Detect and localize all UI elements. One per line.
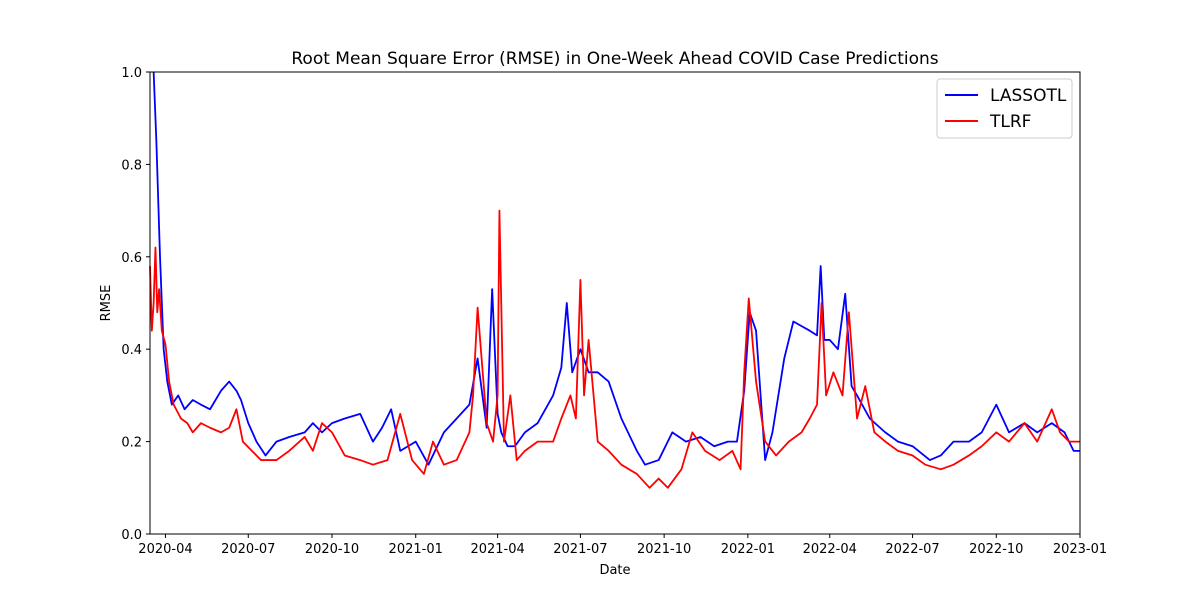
x-tick-label: 2021-10 bbox=[637, 542, 691, 557]
y-tick-label: 0.6 bbox=[121, 251, 142, 266]
x-tick-label: 2020-04 bbox=[138, 542, 192, 557]
y-tick-label: 0.2 bbox=[121, 436, 142, 451]
x-tick-label: 2021-04 bbox=[470, 542, 524, 557]
x-tick-label: 2022-01 bbox=[721, 542, 775, 557]
y-tick-label: 1.0 bbox=[121, 66, 142, 81]
legend: LASSOTL TLRF bbox=[936, 78, 1073, 139]
x-axis: 2020-04 2020-07 2020-10 2021-01 2021-04 2021-… bbox=[138, 534, 1107, 557]
x-axis-title: Date bbox=[599, 563, 630, 578]
series-line-tlrf bbox=[149, 209, 1080, 489]
chart-title: Root Mean Square Error (RMSE) in One-Wee… bbox=[291, 49, 938, 69]
y-axis-title: RMSE bbox=[99, 285, 114, 322]
y-axis: 0.0 0.2 0.4 0.6 0.8 1.0 bbox=[121, 66, 150, 543]
y-tick-label: 0.0 bbox=[121, 528, 142, 543]
x-tick-label: 2020-10 bbox=[305, 542, 359, 557]
x-tick-label: 2021-07 bbox=[553, 542, 607, 557]
x-tick-label: 2022-10 bbox=[969, 542, 1023, 557]
legend-label-tlrf: TLRF bbox=[989, 112, 1031, 132]
legend-label-lassotl: LASSOTL bbox=[990, 86, 1067, 106]
x-tick-label: 2022-07 bbox=[885, 542, 939, 557]
plot-area-frame bbox=[149, 71, 1081, 535]
x-tick-label: 2023-01 bbox=[1053, 542, 1107, 557]
x-tick-label: 2022-04 bbox=[803, 542, 857, 557]
y-tick-label: 0.8 bbox=[121, 158, 142, 173]
y-tick-label: 0.4 bbox=[121, 343, 142, 358]
x-tick-label: 2021-01 bbox=[389, 542, 443, 557]
x-tick-label: 2020-07 bbox=[221, 542, 275, 557]
series-layer bbox=[149, 71, 1080, 489]
legend-frame bbox=[936, 78, 1073, 139]
